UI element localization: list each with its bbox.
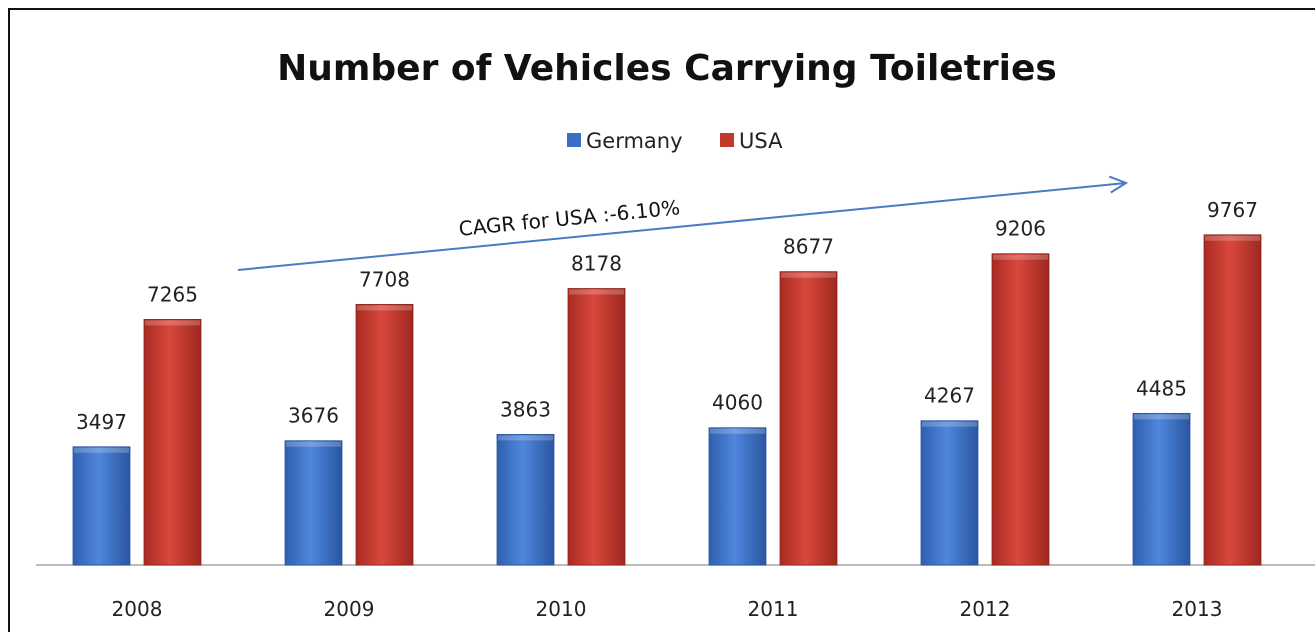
bar-highlight-usa-2013 xyxy=(1205,235,1260,241)
bar-highlight-germany-2013 xyxy=(1134,414,1189,420)
data-label-germany-2012: 4267 xyxy=(924,384,975,408)
legend-swatch-usa xyxy=(720,133,734,147)
data-label-germany-2008: 3497 xyxy=(76,410,127,434)
cagr-arrow xyxy=(237,183,1126,271)
data-label-germany-2009: 3676 xyxy=(288,404,339,428)
legend-swatch-germany xyxy=(567,133,581,147)
data-label-germany-2010: 3863 xyxy=(500,397,551,421)
bar-usa-2012 xyxy=(991,253,1050,566)
bar-germany-2008 xyxy=(72,446,131,566)
bar-germany-2010 xyxy=(496,433,555,566)
data-label-germany-2013: 4485 xyxy=(1136,376,1187,400)
bar-highlight-usa-2012 xyxy=(993,254,1048,260)
bar-germany-2012 xyxy=(920,420,979,566)
legend-label-germany: Germany xyxy=(586,129,683,153)
x-tick-label-2013: 2013 xyxy=(1172,597,1223,621)
bars-group xyxy=(72,234,1262,566)
bar-usa-2013 xyxy=(1203,234,1262,566)
x-tick-label-2012: 2012 xyxy=(960,597,1011,621)
bar-usa-2010 xyxy=(567,288,626,566)
data-label-usa-2008: 7265 xyxy=(147,282,198,306)
bar-highlight-germany-2011 xyxy=(710,428,765,434)
bar-usa-2011 xyxy=(779,271,838,566)
x-tick-label-2008: 2008 xyxy=(112,597,163,621)
bar-germany-2011 xyxy=(708,427,767,566)
bar-usa-2008 xyxy=(143,318,202,566)
bar-highlight-germany-2010 xyxy=(498,435,553,441)
data-label-usa-2012: 9206 xyxy=(995,217,1046,241)
cagr-label: CAGR for USA :-6.10% xyxy=(458,195,681,241)
x-tick-label-2011: 2011 xyxy=(748,597,799,621)
bar-highlight-germany-2008 xyxy=(74,447,129,453)
data-label-usa-2011: 8677 xyxy=(783,235,834,259)
chart-frame xyxy=(8,8,1315,632)
x-tick-label-2009: 2009 xyxy=(324,597,375,621)
bar-highlight-usa-2008 xyxy=(145,320,200,326)
bar-germany-2013 xyxy=(1132,412,1191,566)
legend: Germany USA xyxy=(567,129,783,153)
bar-germany-2009 xyxy=(284,440,343,566)
x-tick-label-2010: 2010 xyxy=(536,597,587,621)
bar-usa-2009 xyxy=(355,303,414,566)
bar-highlight-germany-2012 xyxy=(922,421,977,427)
bar-highlight-usa-2009 xyxy=(357,305,412,311)
data-labels-group: 3497 7265 3676 7708 3863 8178 4060 8677 4267 9206… xyxy=(76,198,1258,434)
data-label-usa-2009: 7708 xyxy=(359,267,410,291)
data-label-germany-2011: 4060 xyxy=(712,391,763,415)
bar-highlight-germany-2009 xyxy=(286,441,341,447)
data-label-usa-2010: 8178 xyxy=(571,252,622,276)
bar-highlight-usa-2010 xyxy=(569,289,624,295)
legend-label-usa: USA xyxy=(739,129,783,153)
bar-highlight-usa-2011 xyxy=(781,272,836,278)
x-tick-labels-group: 2008 2009 2010 2011 2012 2013 xyxy=(112,597,1223,621)
data-label-usa-2013: 9767 xyxy=(1207,198,1258,222)
chart-title: Number of Vehicles Carrying Toiletries xyxy=(277,48,1057,89)
